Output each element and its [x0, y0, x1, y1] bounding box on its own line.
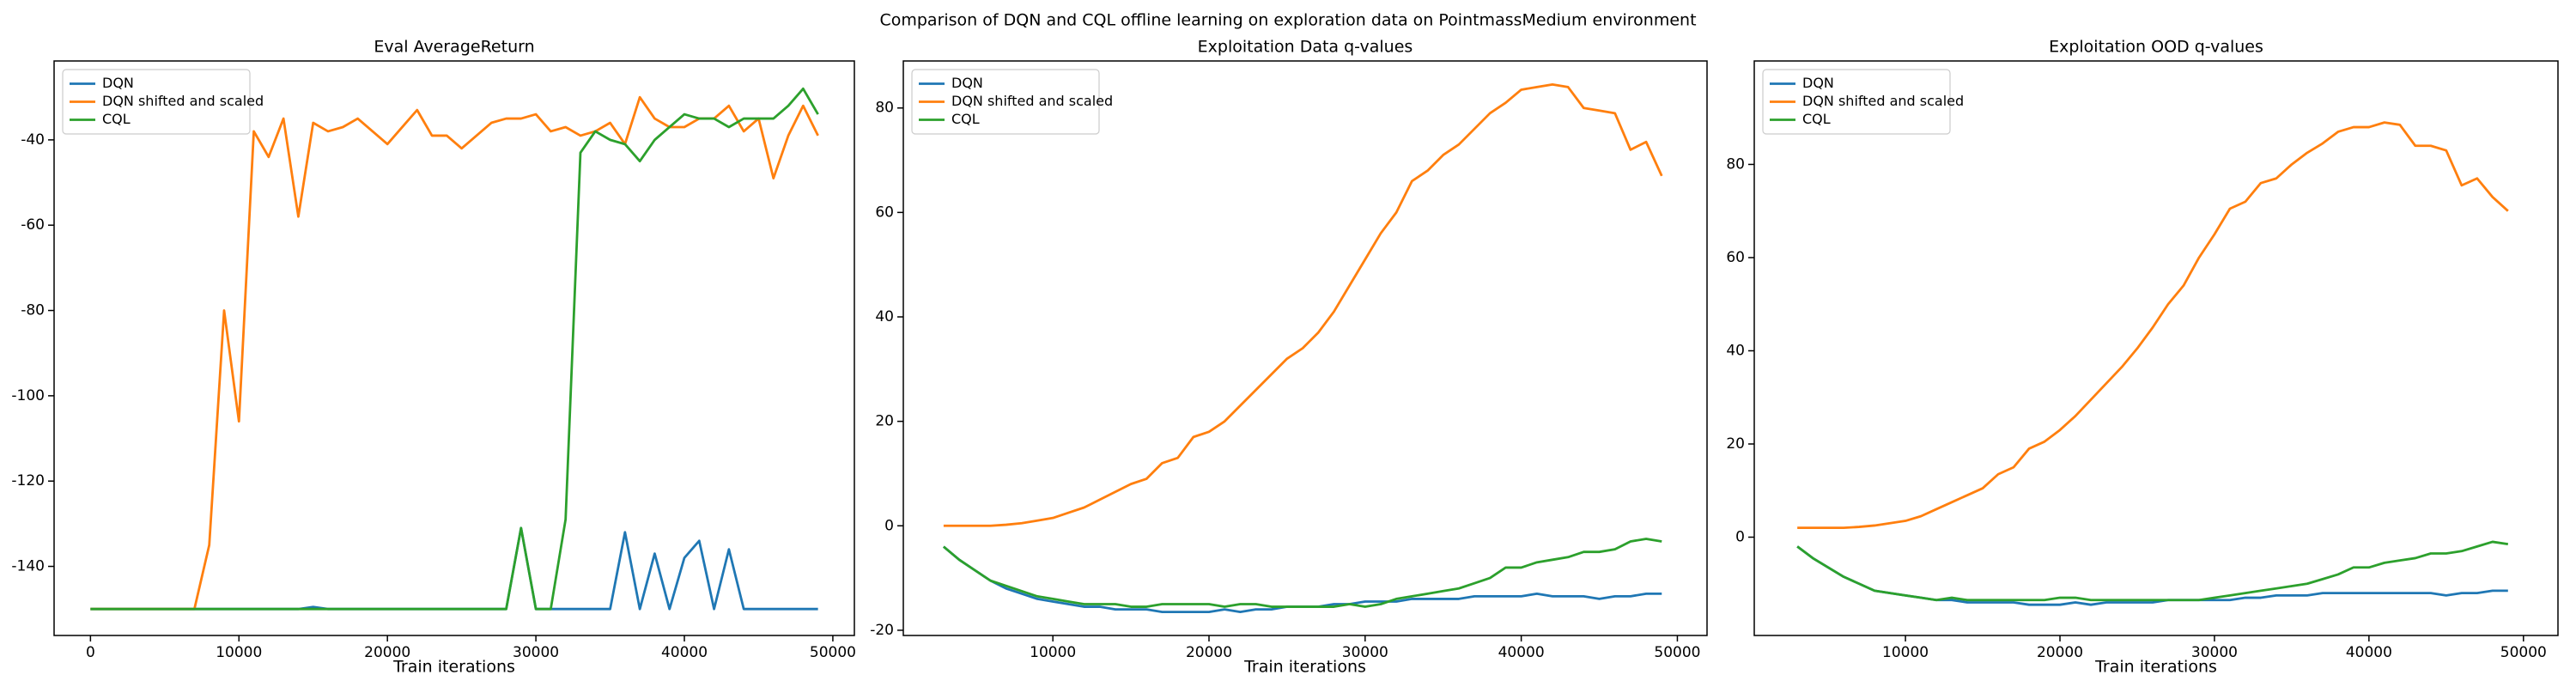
y-tick-label: -100	[11, 387, 45, 404]
legend: DQN DQN shifted and scaled CQL	[1762, 69, 1964, 135]
x-tick-label: 40000	[2346, 644, 2392, 661]
y-tick-label: 60	[875, 204, 894, 221]
y-tick-label: -20	[870, 622, 894, 639]
x-tick-label: 30000	[513, 644, 559, 661]
legend-label: DQN shifted and scaled	[951, 93, 1113, 109]
series-line	[1797, 121, 2509, 530]
y-tick-label: -40	[21, 131, 45, 149]
legend-box	[1762, 69, 1951, 135]
x-tick-label: 30000	[1342, 644, 1388, 661]
x-tick-label: 30000	[2191, 644, 2238, 661]
legend-label: DQN	[1802, 75, 1834, 91]
x-tick-label: 10000	[216, 644, 262, 661]
x-tick-label: 0	[86, 644, 95, 661]
legend-label: DQN shifted and scaled	[1802, 93, 1964, 109]
legend-label: DQN shifted and scaled	[102, 93, 264, 109]
x-axis-label: Train iterations	[2094, 658, 2217, 677]
legend-label: CQL	[102, 111, 131, 127]
y-tick-label: 80	[1726, 155, 1745, 173]
y-tick-label: 80	[875, 100, 894, 117]
series-line	[943, 538, 1662, 608]
axes-frame	[902, 60, 1708, 636]
y-tick-label: 40	[1726, 342, 1745, 359]
legend-label: DQN	[951, 75, 983, 91]
subplot: -140 -120 -100 -80 -60 -40 0 10000 20000 30000 400…	[11, 38, 856, 677]
plot-area	[943, 82, 1663, 614]
x-tick-label: 10000	[1030, 644, 1076, 661]
series-line	[943, 82, 1663, 527]
y-tick-label: -80	[21, 302, 45, 319]
series-line	[90, 95, 819, 611]
y-tick-label: 60	[1726, 249, 1745, 266]
subplot-title: Exploitation OOD q-values	[2049, 38, 2263, 57]
y-tick-label: 0	[1735, 529, 1745, 546]
y-tick-label: -60	[21, 216, 45, 234]
subplot: 0 20 40 60 80 10000 20000 30000 40000 50000 Exploi…	[1726, 38, 2559, 677]
subplot: -20 0 20 40 60 80 10000 20000 30000 40000 50000 Exp…	[870, 38, 1708, 677]
x-tick-label: 20000	[1186, 644, 1232, 661]
x-axis-label: Train iterations	[1243, 658, 1366, 677]
x-tick-label: 50000	[1654, 644, 1700, 661]
y-tick-label: 40	[875, 308, 894, 325]
subplot-title: Exploitation Data q-values	[1198, 38, 1413, 57]
axes-frame	[1753, 60, 2559, 636]
legend-box	[911, 69, 1100, 135]
x-tick-label: 40000	[661, 644, 708, 661]
series-line	[90, 87, 819, 611]
series-line	[1796, 540, 2509, 602]
legend: DQN DQN shifted and scaled CQL	[911, 69, 1113, 135]
x-tick-label: 40000	[1498, 644, 1545, 661]
x-tick-label: 20000	[2037, 644, 2083, 661]
y-tick-label: 20	[875, 413, 894, 430]
x-axis-label: Train iterations	[392, 658, 515, 677]
subplot-title: Eval AverageReturn	[374, 38, 534, 57]
legend-label: CQL	[1802, 111, 1831, 127]
x-tick-label: 20000	[364, 644, 410, 661]
legend: DQN DQN shifted and scaled CQL	[62, 69, 264, 135]
legend-label: CQL	[951, 111, 980, 127]
x-tick-label: 50000	[810, 644, 856, 661]
axes-frame	[53, 60, 855, 636]
x-tick-label: 50000	[2500, 644, 2547, 661]
x-tick-label: 10000	[1882, 644, 1929, 661]
y-tick-label: -120	[11, 472, 45, 489]
plot-area	[90, 87, 819, 611]
figure-title: Comparison of DQN and CQL offline learni…	[879, 11, 1696, 30]
y-tick-label: -140	[11, 558, 45, 575]
y-tick-label: 0	[884, 517, 894, 534]
legend-box	[62, 69, 251, 135]
legend-label: DQN	[102, 75, 134, 91]
y-tick-label: 20	[1726, 435, 1745, 453]
plot-area	[1796, 121, 2509, 606]
